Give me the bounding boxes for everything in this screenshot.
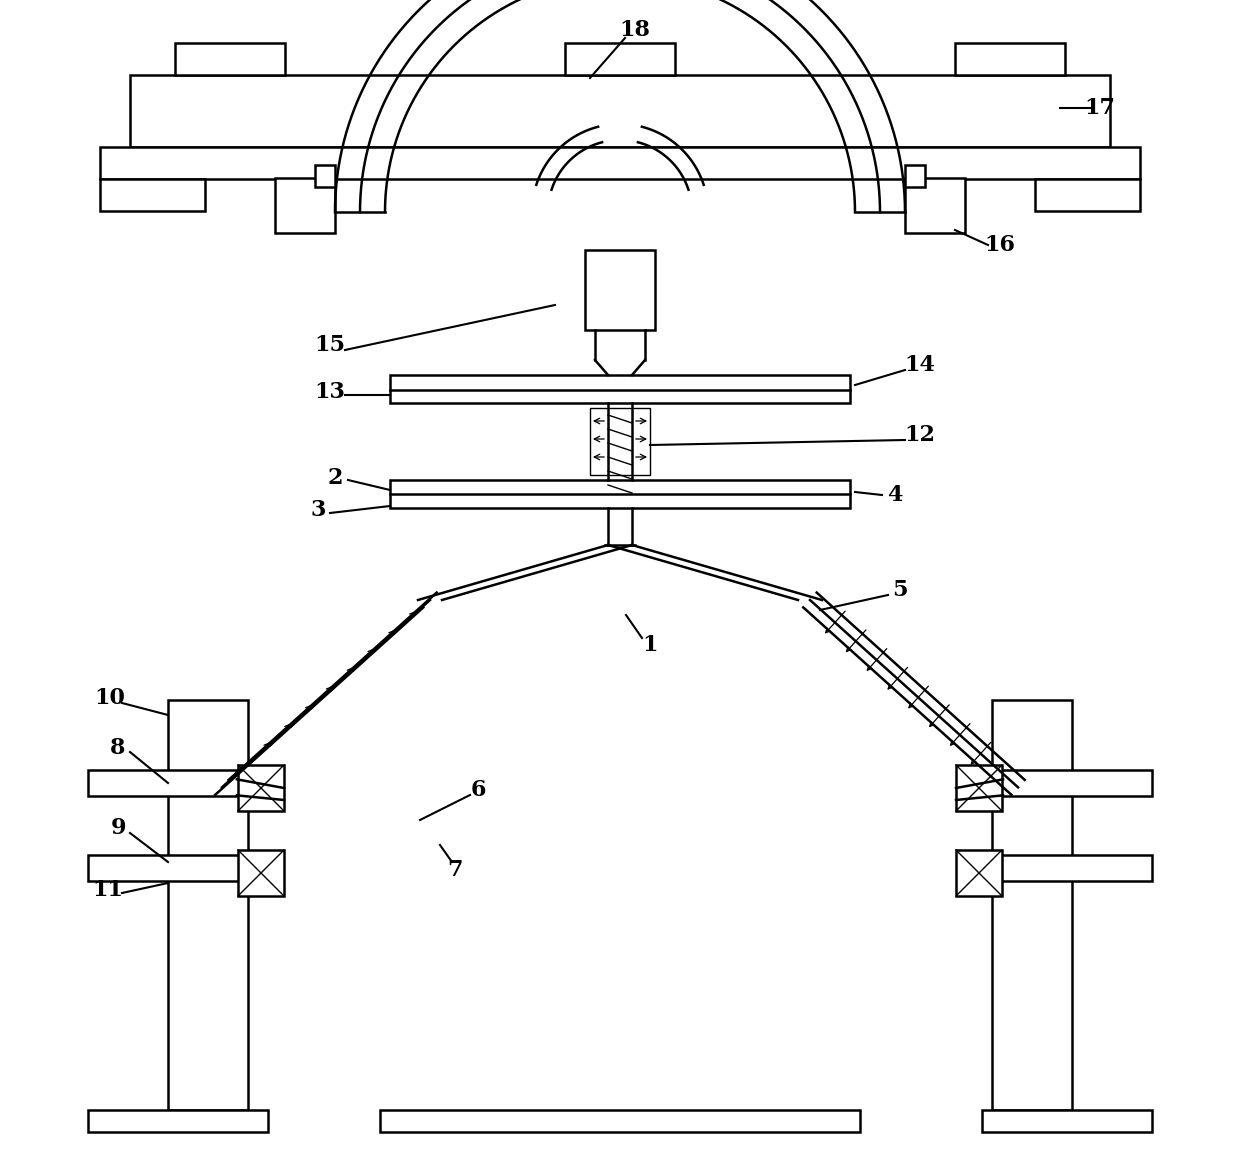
Bar [100,146,1140,179]
Text: 5: 5 [893,579,908,601]
Bar [379,1110,861,1132]
Bar [585,250,655,331]
Bar [905,178,965,233]
Bar [905,165,925,188]
Bar [956,850,1002,897]
Bar [590,408,650,475]
Text: 16: 16 [985,234,1016,255]
Bar [88,770,268,796]
Text: 8: 8 [110,737,125,759]
Text: 6: 6 [470,779,486,800]
Text: 14: 14 [904,354,935,376]
Text: 2: 2 [327,466,342,489]
Bar [238,765,284,811]
Bar [982,1110,1152,1132]
Bar [130,75,1110,146]
Bar [167,700,248,1110]
Bar [100,179,205,211]
Text: 17: 17 [1085,97,1116,120]
Text: 12: 12 [904,424,935,447]
Bar [391,481,849,507]
Bar [238,850,284,897]
Text: 13: 13 [315,381,346,403]
Bar [992,700,1073,1110]
Bar [982,856,1152,881]
Bar [88,856,268,881]
Bar [175,43,285,75]
Bar [391,375,849,403]
Text: 15: 15 [315,334,346,356]
Bar [275,178,335,233]
Bar [88,1110,268,1132]
Text: 7: 7 [448,859,463,881]
Text: 11: 11 [93,879,124,901]
Bar [315,165,335,188]
Text: 10: 10 [94,687,125,709]
Text: 18: 18 [620,19,651,41]
Bar [1035,179,1140,211]
Bar [982,770,1152,796]
Bar [565,43,675,75]
Text: 9: 9 [110,817,125,839]
Text: 3: 3 [310,499,326,522]
Bar [956,765,1002,811]
Text: 1: 1 [642,634,657,656]
Text: 4: 4 [888,484,903,506]
Bar [955,43,1065,75]
